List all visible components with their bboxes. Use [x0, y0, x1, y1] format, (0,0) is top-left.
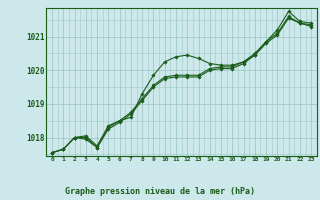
Text: Graphe pression niveau de la mer (hPa): Graphe pression niveau de la mer (hPa) [65, 187, 255, 196]
